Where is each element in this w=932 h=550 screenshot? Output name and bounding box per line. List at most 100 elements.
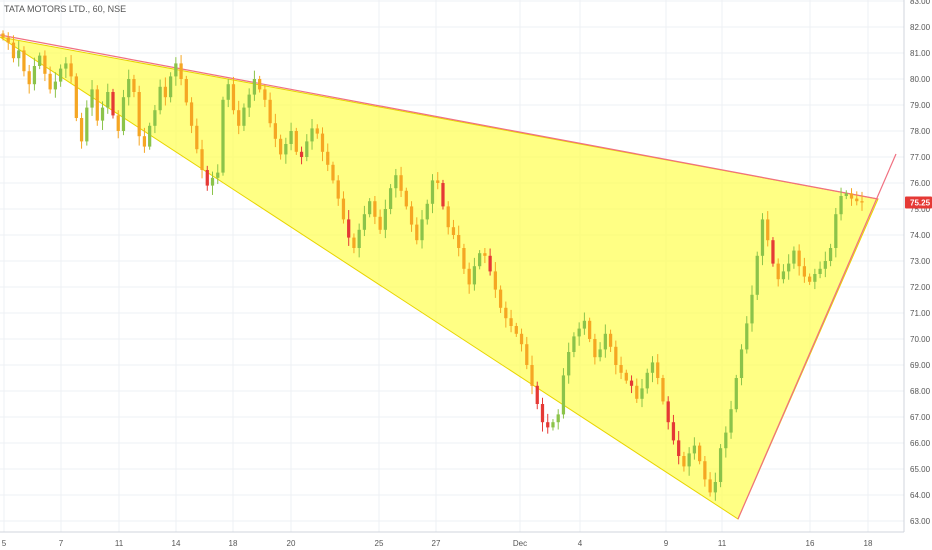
candle-body bbox=[116, 115, 120, 131]
candle-body bbox=[703, 461, 707, 480]
candle-body bbox=[341, 198, 346, 220]
candle-body bbox=[362, 214, 367, 230]
candle-body bbox=[771, 240, 775, 264]
time-axis[interactable]: 5 7 11 14 18 20 25 27 Dec 4 9 11 16 18 bbox=[2, 539, 873, 548]
candle-body bbox=[388, 188, 393, 209]
candle-body bbox=[106, 92, 110, 108]
candle-body bbox=[509, 318, 513, 326]
candle-body bbox=[74, 76, 78, 118]
candle-body bbox=[404, 190, 408, 207]
candle-body bbox=[619, 365, 623, 373]
price-tick-label: 83.00 bbox=[910, 0, 931, 6]
candle-body bbox=[713, 482, 717, 493]
candle-body bbox=[221, 99, 225, 173]
candle-body bbox=[446, 206, 450, 228]
time-tick-label: 14 bbox=[172, 539, 181, 548]
candle-body bbox=[320, 133, 325, 152]
candle-body bbox=[718, 448, 723, 482]
candle-body bbox=[839, 196, 843, 215]
candle-body bbox=[53, 81, 58, 90]
candle-body bbox=[823, 261, 827, 269]
candle-body bbox=[504, 307, 508, 319]
candle-body bbox=[368, 201, 372, 215]
candle-body bbox=[750, 294, 754, 324]
candle-body bbox=[179, 63, 183, 79]
candle-body bbox=[530, 365, 534, 386]
triangle-pattern-fill bbox=[0, 36, 879, 520]
candle-body bbox=[85, 107, 89, 142]
candle-body bbox=[231, 84, 236, 111]
candle-body bbox=[849, 193, 854, 199]
candle-body bbox=[687, 453, 691, 467]
candle-body bbox=[352, 237, 356, 248]
candle-body bbox=[69, 63, 73, 77]
price-tick-label: 66.00 bbox=[910, 439, 931, 448]
price-tick-label: 72.00 bbox=[910, 283, 931, 292]
candle-body bbox=[572, 336, 576, 352]
candle-body bbox=[43, 55, 47, 74]
candle-body bbox=[148, 125, 152, 147]
candle-body bbox=[478, 253, 482, 267]
candle-body bbox=[682, 456, 686, 467]
price-axis[interactable]: 63.00 64.00 65.00 66.00 67.00 68.00 69.00 70.00… bbox=[910, 0, 931, 526]
candle-body bbox=[776, 263, 780, 280]
candle-body bbox=[540, 404, 545, 423]
candle-body bbox=[828, 248, 833, 261]
candle-body bbox=[671, 422, 676, 441]
candle-body bbox=[237, 110, 241, 126]
candle-body bbox=[336, 180, 340, 199]
candle-body bbox=[278, 138, 283, 155]
time-tick-label: 7 bbox=[59, 539, 64, 548]
upper-trendline bbox=[0, 34, 879, 200]
candle-body bbox=[556, 414, 560, 423]
candle-body bbox=[493, 271, 497, 290]
candle-body bbox=[546, 422, 550, 428]
time-tick-label: 5 bbox=[2, 539, 7, 548]
candle-body bbox=[807, 276, 812, 282]
time-tick-label: 25 bbox=[375, 539, 384, 548]
candle-body bbox=[378, 216, 382, 230]
candle-body bbox=[472, 266, 477, 285]
candle-body bbox=[425, 203, 429, 220]
price-tick-label: 82.00 bbox=[910, 23, 931, 32]
candle-body bbox=[467, 268, 471, 285]
candle-body bbox=[163, 86, 167, 98]
candle-body bbox=[666, 401, 670, 423]
price-tick-label: 69.00 bbox=[910, 361, 931, 370]
candle-body bbox=[142, 136, 147, 147]
price-tick-label: 77.00 bbox=[910, 153, 931, 162]
candle-body bbox=[100, 107, 105, 121]
candle-body bbox=[860, 201, 864, 203]
price-tick-label: 71.00 bbox=[910, 309, 931, 318]
candle-body bbox=[357, 229, 361, 248]
candle-body bbox=[132, 79, 136, 92]
candle-body bbox=[17, 50, 21, 59]
candle-body bbox=[598, 349, 602, 358]
candle-body bbox=[677, 440, 681, 456]
price-tick-label: 74.00 bbox=[910, 231, 931, 240]
candle-body bbox=[195, 125, 199, 150]
lower-trendline bbox=[737, 153, 897, 520]
price-tick-label: 79.00 bbox=[910, 101, 931, 110]
candle-body bbox=[48, 73, 52, 90]
candle-body bbox=[451, 227, 456, 235]
candle-body bbox=[708, 479, 712, 493]
candle-body bbox=[168, 76, 173, 98]
candle-body bbox=[844, 193, 848, 196]
candle-body bbox=[745, 323, 749, 350]
candle-body bbox=[294, 131, 298, 152]
candle-body bbox=[441, 183, 445, 207]
candle-body bbox=[27, 71, 31, 85]
time-tick-label: 16 bbox=[806, 539, 815, 548]
candle-body bbox=[174, 63, 178, 77]
candle-body bbox=[650, 362, 655, 373]
candle-body bbox=[514, 326, 518, 334]
price-tick-label: 78.00 bbox=[910, 127, 931, 136]
candle-body bbox=[656, 362, 660, 378]
candle-body bbox=[184, 79, 188, 103]
candle-body bbox=[535, 385, 539, 404]
price-tick-label: 75.00 bbox=[910, 205, 931, 214]
time-tick-label: 18 bbox=[229, 539, 238, 548]
candle-body bbox=[792, 250, 796, 264]
